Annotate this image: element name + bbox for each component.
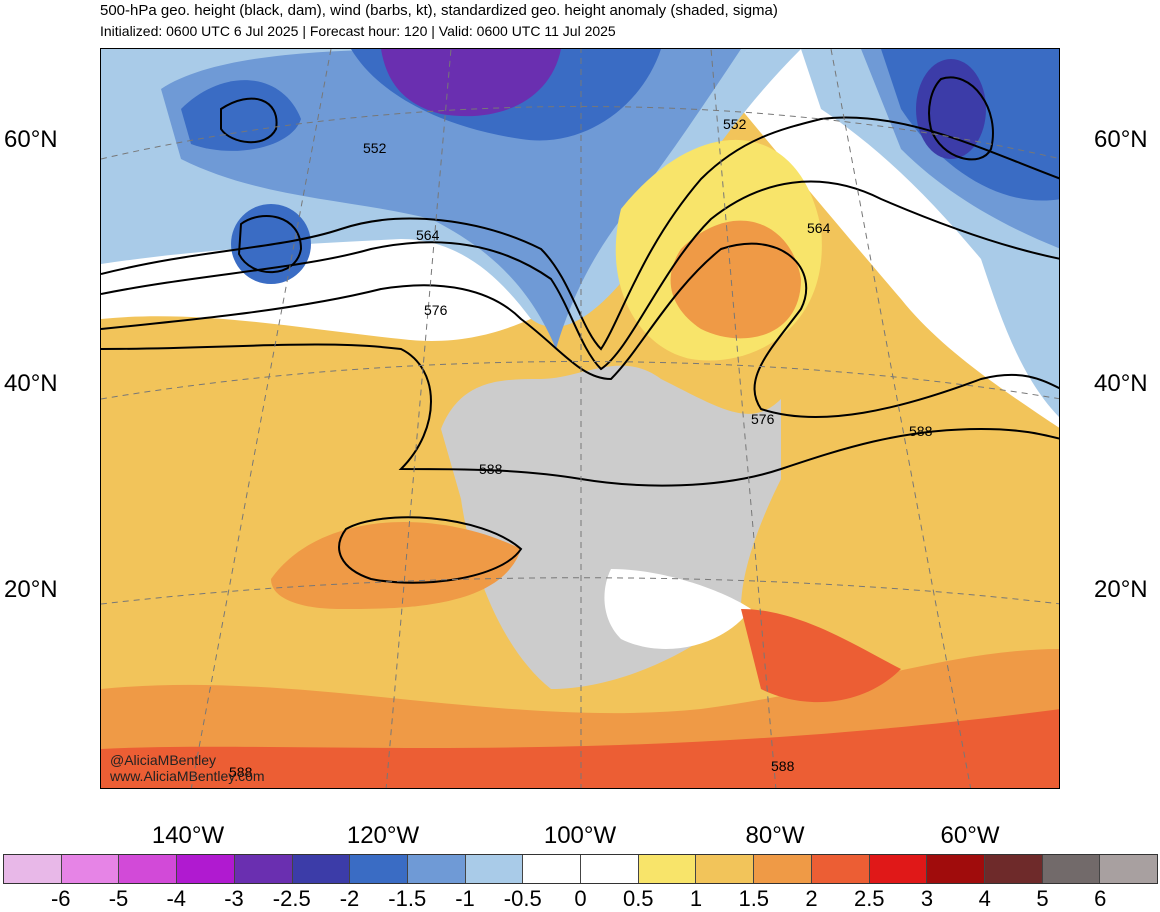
- graticule-140w: [190, 49, 332, 788]
- colorbar-tick-label: 0.5: [622, 886, 654, 911]
- lat-label-60n-right: 60°N: [1094, 126, 1148, 153]
- colorbar-tick-label: -5: [108, 886, 129, 911]
- contour-low-atlantic: [928, 76, 994, 161]
- anomaly-neutral-gulf: [604, 569, 751, 649]
- colorbar-swatch: [869, 855, 928, 883]
- colorbar-tick-label: -2.5: [272, 886, 311, 911]
- colorbar-swatch: [581, 855, 639, 883]
- anomaly-high-caribbean: [741, 609, 901, 703]
- colorbar-swatch: [61, 855, 120, 883]
- graticule-60w: [830, 49, 972, 788]
- colorbar-swatch: [119, 855, 178, 883]
- map-canvas: 552 552 564 564 576 576 588 588 588 588: [101, 49, 1059, 788]
- colorbar-swatch: [638, 855, 697, 883]
- colorbar-swatch: [523, 855, 582, 883]
- contour-588-closed-pacific: [338, 516, 523, 584]
- colorbar-swatch: [465, 855, 524, 883]
- colorbar-tick-label: -0.5: [503, 886, 542, 911]
- colorbar-tick-label: -1: [455, 886, 475, 911]
- colorbar-tick-label: 4: [978, 886, 991, 911]
- lat-label-40n-left: 40°N: [4, 370, 58, 397]
- colorbar-swatch: [4, 855, 62, 883]
- contour-labels: 552 552 564 564 576 576 588 588 588 588: [229, 116, 933, 780]
- colorbar-swatch: [407, 855, 466, 883]
- graticule-60n: [101, 106, 1059, 160]
- credit-handle: @AliciaMBentley: [110, 752, 217, 768]
- colorbar-tick-label: -4: [166, 886, 187, 911]
- contour-label: 588: [479, 461, 503, 477]
- anomaly-very-high-tropics: [101, 709, 1059, 788]
- colorbar-swatch: [1042, 855, 1101, 883]
- lat-label-20n-right: 20°N: [1094, 576, 1148, 603]
- lon-label-80w: 80°W: [745, 822, 805, 849]
- colorbar-swatch: [234, 855, 293, 883]
- lon-label-100w: 100°W: [543, 822, 617, 849]
- contour-564-line: [101, 180, 1059, 371]
- colorbar-tick-label: -6: [50, 886, 71, 911]
- anomaly-deep-low-canada: [381, 49, 561, 117]
- colorbar-swatch: [696, 855, 755, 883]
- lon-label-120w: 120°W: [346, 822, 420, 849]
- credit-url: www.AliciaMBentley.com: [110, 768, 265, 784]
- colorbar-swatch: [754, 855, 812, 883]
- lon-label-140w: 140°W: [151, 822, 225, 849]
- graticule-120w: [385, 49, 452, 788]
- contour-label: 588: [909, 423, 933, 439]
- contour-label: 552: [723, 116, 747, 132]
- contour-label: 588: [229, 764, 253, 780]
- graticule-40n: [101, 361, 1059, 400]
- map-title: 500-hPa geo. height (black, dam), wind (…: [100, 2, 778, 19]
- anomaly-high-pacific: [271, 521, 521, 609]
- colorbar-swatch: [1100, 855, 1158, 883]
- lat-label-40n-right: 40°N: [1094, 370, 1148, 397]
- colorbar-tick-label: 2: [805, 886, 818, 911]
- anomaly-high-great-lakes: [670, 220, 801, 339]
- lat-label-20n-left: 20°N: [4, 576, 58, 603]
- contour-label: 576: [424, 302, 448, 318]
- contour-label: 552: [363, 140, 387, 156]
- contour-576-line: [101, 242, 1059, 418]
- colorbar-tick-label: 1: [689, 886, 703, 911]
- colorbar-tick-label: 3: [920, 886, 934, 911]
- contour-588-line: [101, 343, 1059, 487]
- colorbar-swatch: [177, 855, 235, 883]
- colorbar-swatch: [292, 855, 351, 883]
- colorbar-tick-label: -2: [339, 886, 360, 911]
- height-contours: [101, 76, 1059, 584]
- contour-low-gulf-alaska: [220, 97, 278, 144]
- lon-label-60w: 60°W: [940, 822, 1000, 849]
- colorbar-swatch: [350, 855, 408, 883]
- contour-label: 588: [771, 758, 795, 774]
- graticule-80w: [710, 49, 777, 788]
- colorbar-swatch: [927, 855, 985, 883]
- colorbar-tick-label: 0: [574, 886, 587, 911]
- colorbar-labels: -6 -5 -4 -3 -2.5 -2 -1.5 -1 -0.5 0 0.5 1 1.5 2 2.5 3 4 5 6: [0, 886, 1160, 912]
- contour-label: 576: [751, 411, 775, 427]
- colorbar-swatch: [984, 855, 1043, 883]
- colorbar-swatch: [811, 855, 870, 883]
- contour-low-pacific: [237, 215, 303, 274]
- colorbar-tick-label: -3: [224, 886, 244, 911]
- contour-label: 564: [807, 220, 831, 236]
- colorbar: [3, 854, 1158, 884]
- colorbar-tick-label: 1.5: [738, 886, 770, 911]
- anomaly-low-gulf-alaska: [181, 80, 301, 151]
- contour-552-line: [101, 116, 1059, 351]
- colorbar-tick-label: 2.5: [853, 886, 885, 911]
- colorbar-tick-label: 5: [1036, 886, 1049, 911]
- anomaly-deep-low-atlantic: [916, 59, 986, 159]
- lat-label-60n-left: 60°N: [4, 126, 58, 153]
- graticule: [101, 49, 1059, 788]
- contour-label: 564: [416, 227, 440, 243]
- forecast-map: 552 552 564 564 576 576 588 588 588 588: [100, 48, 1060, 789]
- colorbar-tick-label: 6: [1094, 886, 1107, 911]
- map-subtitle: Initialized: 0600 UTC 6 Jul 2025 | Forec…: [100, 23, 616, 39]
- colorbar-tick-label: -1.5: [388, 886, 427, 911]
- graticule-20n: [101, 577, 1059, 605]
